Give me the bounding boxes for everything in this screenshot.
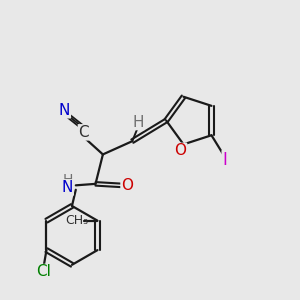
Text: O: O — [121, 178, 133, 193]
Text: O: O — [175, 143, 187, 158]
Text: I: I — [222, 151, 227, 169]
Text: CH₃: CH₃ — [65, 214, 88, 227]
Text: N: N — [59, 103, 70, 118]
Text: C: C — [78, 125, 89, 140]
Text: Cl: Cl — [36, 265, 51, 280]
Text: N: N — [62, 180, 73, 195]
Text: H: H — [133, 115, 144, 130]
Text: H: H — [62, 173, 73, 187]
